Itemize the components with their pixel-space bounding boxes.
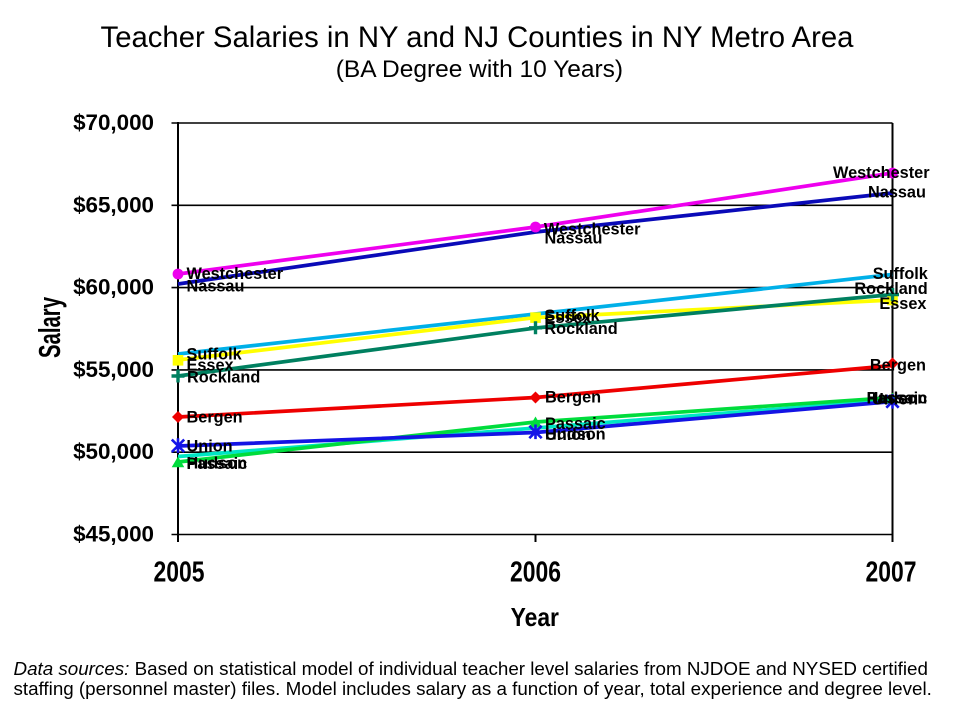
svg-text:Salary: Salary	[34, 297, 67, 358]
svg-text:Rockland: Rockland	[854, 280, 927, 298]
svg-text:Bergen: Bergen	[187, 409, 243, 427]
svg-text:2007: 2007	[866, 555, 917, 588]
svg-text:Bergen: Bergen	[870, 356, 926, 374]
svg-text:Rockland: Rockland	[187, 368, 260, 386]
svg-text:Union: Union	[545, 426, 591, 444]
svg-text:Westchester: Westchester	[833, 164, 930, 182]
svg-text:Union: Union	[187, 437, 233, 455]
svg-text:Passaic: Passaic	[867, 390, 928, 408]
svg-text:Suffolk: Suffolk	[544, 307, 600, 325]
svg-text:$45,000: $45,000	[73, 522, 154, 547]
svg-text:Hudson: Hudson	[545, 425, 606, 443]
svg-text:Hudson: Hudson	[187, 454, 248, 472]
svg-text:Passaic: Passaic	[187, 455, 248, 473]
svg-text:Year: Year	[511, 604, 560, 633]
svg-text:staffing (personnel master) fi: staffing (personnel master) files. Model…	[14, 678, 932, 699]
svg-text:Bergen: Bergen	[545, 389, 601, 407]
svg-text:Suffolk: Suffolk	[873, 265, 929, 283]
svg-text:Hudson: Hudson	[867, 389, 928, 407]
svg-text:Nassau: Nassau	[868, 184, 926, 202]
svg-text:Westchester: Westchester	[187, 265, 284, 283]
svg-text:Data sources: Based on statist: Data sources: Based on statistical model…	[14, 658, 928, 679]
svg-text:$60,000: $60,000	[73, 275, 154, 300]
svg-text:Westchester: Westchester	[544, 221, 641, 239]
svg-text:Essex: Essex	[879, 295, 926, 313]
svg-text:$55,000: $55,000	[73, 357, 154, 382]
svg-text:Rockland: Rockland	[544, 320, 617, 338]
svg-text:Suffolk: Suffolk	[187, 346, 243, 364]
svg-text:Passaic: Passaic	[545, 415, 606, 433]
svg-text:(BA Degree with 10 Years): (BA Degree with 10 Years)	[336, 56, 623, 83]
svg-text:$65,000: $65,000	[73, 192, 154, 217]
svg-text:2006: 2006	[510, 555, 561, 588]
svg-text:$70,000: $70,000	[73, 110, 154, 135]
svg-text:$50,000: $50,000	[73, 439, 154, 464]
svg-text:Nassau: Nassau	[187, 277, 245, 295]
svg-text:Nassau: Nassau	[545, 230, 603, 248]
svg-text:Union: Union	[872, 390, 918, 408]
svg-text:Essex: Essex	[187, 357, 234, 375]
svg-text:Teacher Salaries in NY and NJ: Teacher Salaries in NY and NJ Counties i…	[101, 21, 855, 54]
svg-text:2005: 2005	[154, 555, 205, 588]
svg-text:Essex: Essex	[544, 309, 591, 327]
